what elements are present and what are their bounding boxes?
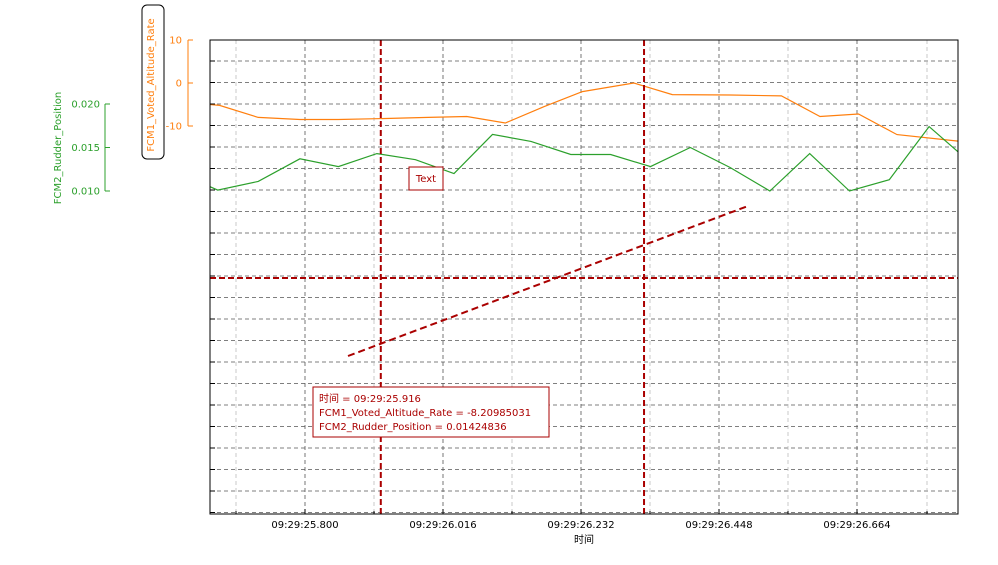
y-tick-label: 0.020	[71, 100, 100, 111]
y-tick-label: -10	[166, 122, 182, 133]
y-axis-FCM2_Rudder_Position: 0.020 0.015 0.010 FCM2_Rudder_Position	[53, 92, 110, 204]
readout-line: FCM1_Voted_Altitude_Rate = -8.20985031	[319, 408, 531, 419]
cursor-layer[interactable]	[210, 40, 958, 514]
x-tick-label: 09:29:26.232	[547, 520, 614, 531]
y-axes: 10 0 -10 FCM1_Voted_Altitude_Rate 0.020 0.015…	[53, 4, 193, 204]
text-annotation[interactable]: Text	[415, 174, 436, 185]
series-line-FCM2_Rudder_Position	[209, 125, 959, 192]
plot-frame	[209, 39, 959, 515]
y-tick-label: 0	[176, 79, 182, 90]
y-axis-label: FCM2_Rudder_Position	[53, 92, 64, 204]
x-tick-label: 09:29:25.800	[271, 520, 338, 531]
y-tick-label: 10	[169, 36, 182, 47]
readout-frame	[312, 386, 550, 438]
y-axis-label-box[interactable]	[141, 4, 165, 160]
x-axis-label: 时间	[574, 533, 594, 546]
x-tick-label: 09:29:26.448	[685, 520, 752, 531]
y-axis-label: FCM1_Voted_Altitude_Rate	[146, 18, 157, 151]
series-layer	[209, 82, 959, 192]
y-tick-label: 0.010	[71, 187, 100, 198]
annotations: Text 时间 = 09:29:25.916 FCM1_Voted_Altitude…	[312, 166, 550, 438]
readout-line: FCM2_Rudder_Position = 0.01424836	[319, 422, 507, 433]
text-annotation-box[interactable]	[408, 166, 444, 191]
grid-layer	[210, 40, 958, 514]
x-axis: 09:29:25.800 09:29:26.016 09:29:26.232 09:2…	[210, 60, 928, 531]
x-tick-label: 09:29:26.016	[409, 520, 476, 531]
trend-line[interactable]	[347, 205, 749, 357]
y-tick-label: 0.015	[71, 143, 100, 154]
readout-line: 时间 = 09:29:25.916	[319, 392, 421, 405]
y-axis-FCM1_Voted_Altitude_Rate: 10 0 -10 FCM1_Voted_Altitude_Rate	[141, 4, 193, 160]
readout-box[interactable]: 时间 = 09:29:25.916 FCM1_Voted_Altitude_Rat…	[312, 386, 550, 438]
x-tick-label: 09:29:26.664	[823, 520, 890, 531]
series-line-FCM1_Voted_Altitude_Rate	[209, 82, 959, 142]
